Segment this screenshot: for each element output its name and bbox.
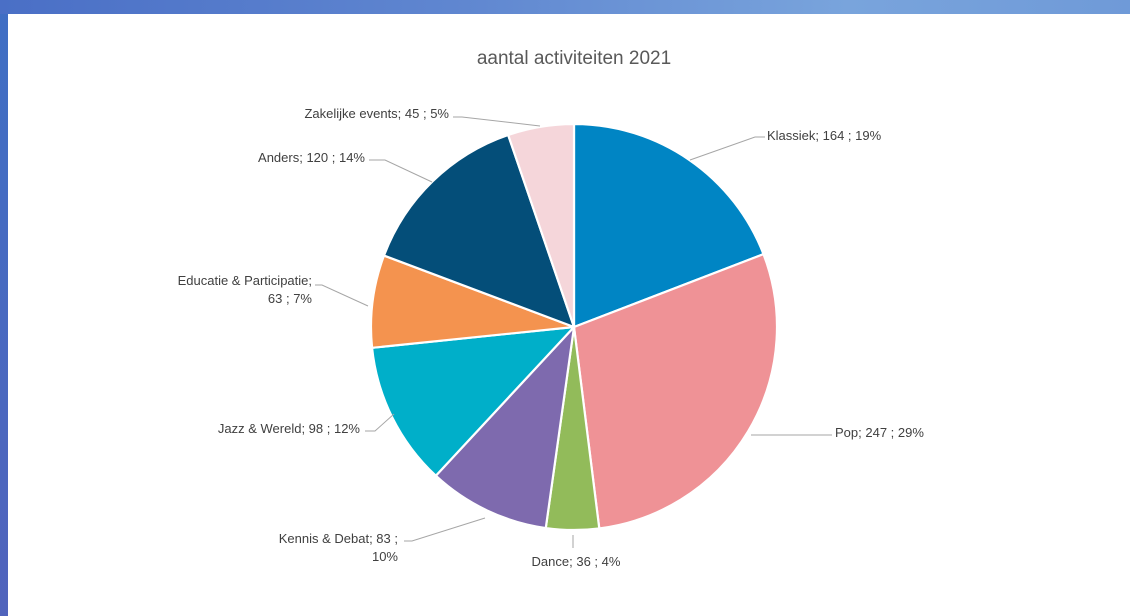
data-label: Zakelijke events; 45 ; 5% <box>304 106 449 121</box>
leader-line <box>689 136 765 161</box>
data-label: Educatie & Participatie; 63 ; 7% <box>178 273 313 306</box>
data-label-line: Zakelijke events; 45 ; 5% <box>304 106 449 121</box>
data-label-line: Jazz & Wereld; 98 ; 12% <box>218 421 361 436</box>
data-label: Kennis & Debat; 83 ; 10% <box>279 531 399 564</box>
leader-line <box>404 517 486 542</box>
data-label-line: 10% <box>372 549 398 564</box>
data-label-line: Pop; 247 ; 29% <box>835 425 924 440</box>
pie-slice-zakelijke-events <box>507 122 576 329</box>
pie-slice-kennis-debat <box>434 325 576 530</box>
leader-line <box>315 284 369 307</box>
data-label: Jazz & Wereld; 98 ; 12% <box>218 421 361 436</box>
data-label-line: Anders; 120 ; 14% <box>258 150 365 165</box>
leader-line <box>365 413 395 432</box>
data-label: Pop; 247 ; 29% <box>835 425 924 440</box>
data-label-line: Educatie & Participatie; <box>178 273 312 288</box>
leader-line <box>453 116 541 127</box>
data-label-line: 63 ; 7% <box>268 291 313 306</box>
data-label-line: Klassiek; 164 ; 19% <box>767 128 882 143</box>
leader-line <box>369 159 433 183</box>
chart-title: aantal activiteiten 2021 <box>477 48 671 69</box>
pie-slice-anders <box>382 133 576 329</box>
pie-slice-pop <box>572 253 779 530</box>
data-label: Anders; 120 ; 14% <box>258 150 365 165</box>
data-label: Klassiek; 164 ; 19% <box>767 128 882 143</box>
pie-slice-jazz-wereld <box>370 325 576 477</box>
pie-slice-klassiek <box>572 122 765 329</box>
data-label-line: Kennis & Debat; 83 ; <box>279 531 398 546</box>
header-band <box>0 0 1130 14</box>
data-label: Dance; 36 ; 4% <box>532 554 621 569</box>
data-label-line: Dance; 36 ; 4% <box>532 554 621 569</box>
